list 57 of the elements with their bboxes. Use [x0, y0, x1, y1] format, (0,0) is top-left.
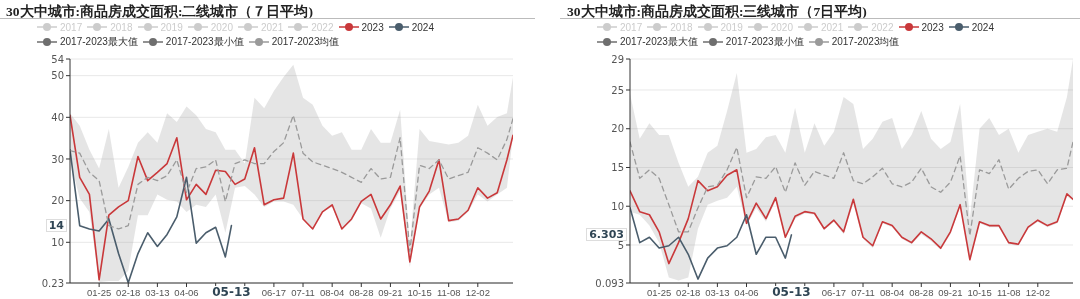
x-tick-label: 04-06	[174, 286, 199, 298]
y-tick-label: 15	[611, 162, 624, 174]
x-tick-label: 02-18	[676, 286, 701, 298]
y-tick-label: 40	[51, 111, 64, 123]
x-tick-label: 04-06	[734, 286, 759, 298]
x-tick-label: 11-08	[996, 286, 1021, 298]
x-tick-label: 08-28	[349, 286, 374, 298]
legend-label: 2017-2023最小值	[725, 35, 804, 49]
x-tick-label: 02-18	[116, 286, 141, 298]
x-tick-label: 01-25	[86, 286, 112, 298]
x-tick-label: 09-21	[938, 286, 963, 298]
x-tick-label: 11-08	[436, 286, 461, 298]
legend-label: 2017-2023均值	[831, 35, 900, 49]
legend-label: 2017-2023最小值	[165, 35, 244, 49]
legend-label: 2024	[411, 21, 434, 33]
x-tick-label: 09-21	[378, 286, 403, 298]
y-tick-label: 0.093	[595, 277, 624, 289]
x-tick-label: 07-11	[851, 286, 875, 298]
x-tick-label: 08-04	[320, 286, 345, 298]
y-tick-label: 25	[611, 84, 624, 96]
line-series	[630, 169, 1073, 265]
x-tick-label: 03-13	[705, 286, 730, 298]
x-tick-label: 12-02	[1025, 286, 1050, 298]
legend-label: 2023	[361, 21, 384, 33]
x-tick-label: 10-15	[407, 286, 432, 298]
text: 14	[45, 219, 67, 233]
x-tick-label: 01-25	[646, 286, 672, 298]
y-tick-label: 29	[611, 53, 624, 65]
x-tick-label: 06-17	[821, 286, 847, 298]
text: 05-13	[770, 285, 813, 299]
legend-label: 2023	[921, 21, 944, 33]
x-tick-label: 10-15	[967, 286, 992, 298]
x-tick-label: 12-02	[465, 286, 490, 298]
y-tick-label: 20	[611, 123, 624, 135]
chart-title: 30大中城市:商品房成交面积:二线城市（７日平均)	[6, 3, 313, 21]
legend-label: 2017-2023最大值	[60, 35, 138, 49]
x-tick-label: 08-28	[909, 286, 934, 298]
line-series	[70, 114, 513, 253]
y-tick-label: 20	[51, 195, 64, 207]
text: 6.303	[586, 228, 627, 242]
x-tick-label: 06-17	[261, 286, 287, 298]
chart-title: 30大中城市:商品房成交面积:三线城市（7日平均)	[567, 3, 867, 21]
y-tick-label: 30	[51, 153, 64, 165]
y-tick-label: 5	[617, 239, 624, 251]
legend-label: 2017-2023最大值	[620, 35, 698, 49]
line-series	[630, 141, 1073, 237]
y-tick-label: 54	[51, 53, 64, 65]
legend-label: 2017-2023均值	[271, 35, 340, 49]
y-tick-label: 50	[51, 70, 64, 82]
x-tick-label: 07-11	[291, 286, 315, 298]
y-tick-label: 0.23	[41, 277, 64, 289]
legend-label: 2024	[971, 21, 994, 33]
y-tick-label: 10	[51, 236, 64, 248]
y-tick-label: 10	[611, 200, 624, 212]
text: 05-13	[210, 285, 253, 299]
x-tick-label: 08-04	[880, 286, 905, 298]
x-tick-label: 03-13	[145, 286, 170, 298]
